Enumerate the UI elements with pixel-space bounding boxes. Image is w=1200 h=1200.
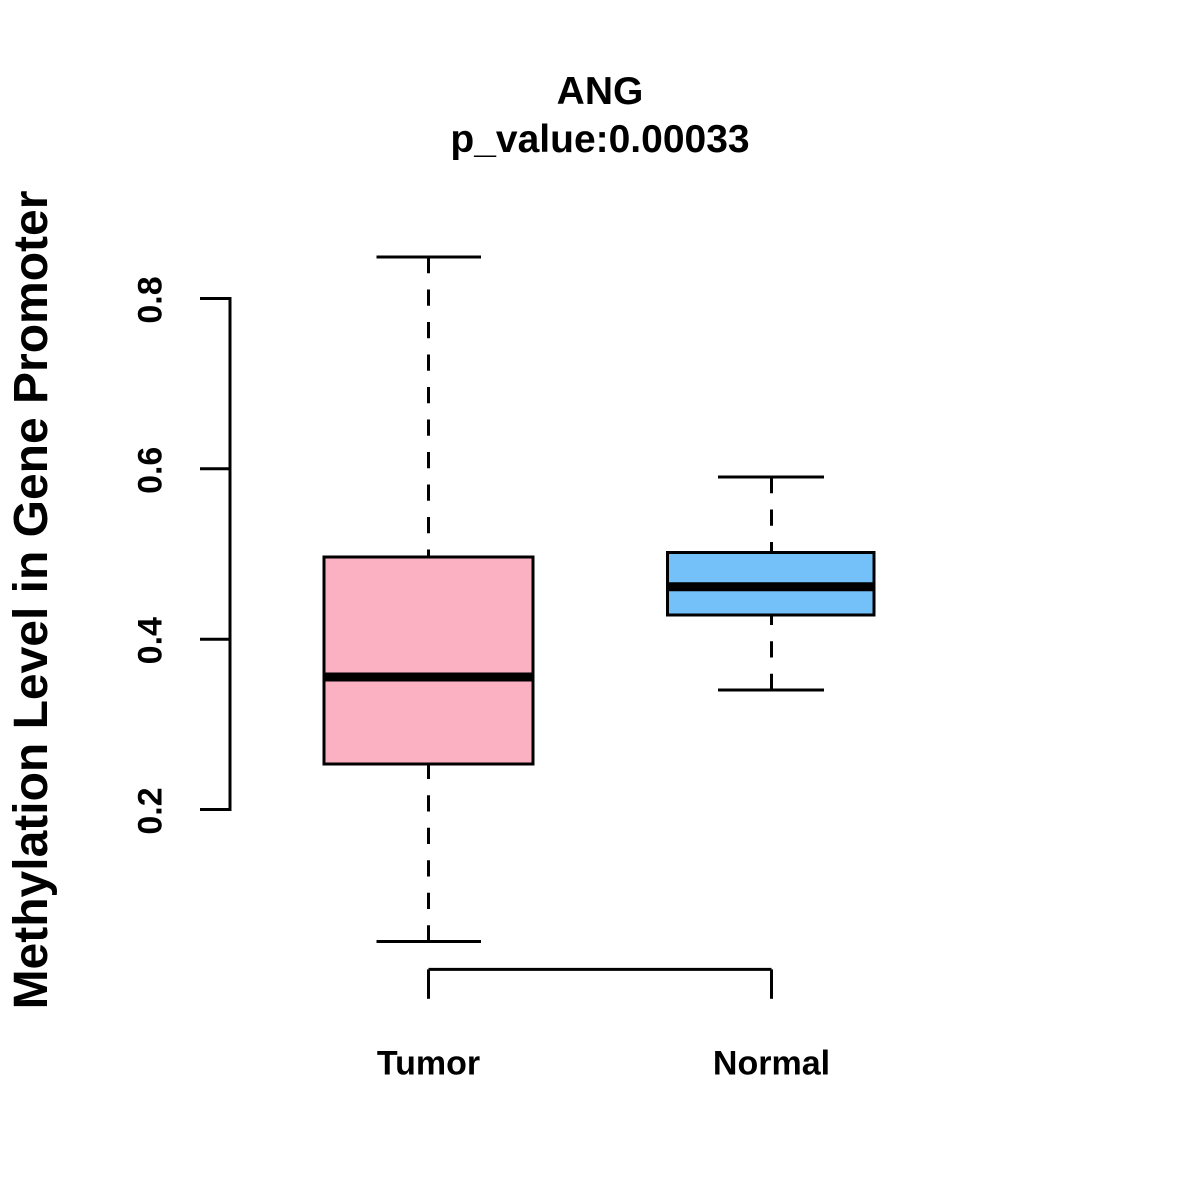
svg-text:Tumor: Tumor [377, 1045, 480, 1083]
svg-text:0.8: 0.8 [132, 276, 170, 323]
svg-text:0.6: 0.6 [132, 447, 170, 494]
svg-text:0.4: 0.4 [132, 617, 170, 664]
svg-text:Methylation Level in Gene Prom: Methylation Level in Gene Promoter [5, 191, 58, 1010]
svg-text:p_value:0.00033: p_value:0.00033 [450, 118, 749, 161]
svg-text:ANG: ANG [557, 70, 644, 113]
svg-text:Normal: Normal [713, 1045, 830, 1083]
svg-text:0.2: 0.2 [132, 787, 170, 834]
